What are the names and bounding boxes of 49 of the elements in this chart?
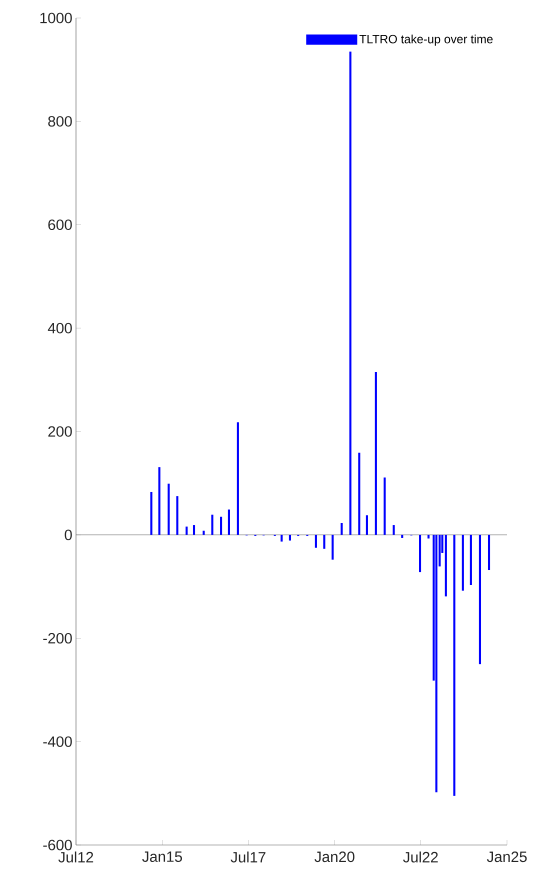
bar xyxy=(374,372,377,535)
y-tick-label: 1000 xyxy=(40,12,72,24)
bar xyxy=(228,510,230,535)
y-tick-label: 0 xyxy=(64,530,72,540)
y-tick-label: -600 xyxy=(43,840,72,850)
bar xyxy=(332,534,334,560)
bar xyxy=(168,484,170,535)
bar xyxy=(366,515,368,535)
bar xyxy=(186,526,188,535)
x-tick-label: Jan15 xyxy=(142,852,182,862)
bar xyxy=(401,534,404,538)
bar xyxy=(462,534,464,591)
bar xyxy=(453,534,456,796)
x-tick-label: Jan20 xyxy=(314,852,354,862)
bar xyxy=(176,496,178,535)
bar xyxy=(488,534,490,570)
bar xyxy=(158,467,160,535)
legend-label: TLTRO take-up over time xyxy=(359,34,493,46)
bar xyxy=(349,52,352,535)
bar xyxy=(384,477,386,535)
bar xyxy=(358,452,360,535)
bar xyxy=(236,422,239,535)
y-tick-label: -400 xyxy=(43,736,72,747)
bar xyxy=(211,514,214,535)
bar xyxy=(392,525,395,535)
bar xyxy=(280,534,283,542)
y-tick-label: 400 xyxy=(48,322,72,334)
x-tick-label: Jan25 xyxy=(486,852,527,862)
bar xyxy=(288,534,292,541)
bar xyxy=(444,534,447,596)
bar xyxy=(323,534,326,549)
bar xyxy=(220,516,222,535)
y-tick-label: 200 xyxy=(48,426,72,437)
bar xyxy=(192,525,196,535)
bar xyxy=(470,534,472,586)
bar xyxy=(478,534,482,664)
bar xyxy=(314,534,317,548)
y-tick-label: 800 xyxy=(48,116,72,127)
y-tick-label: -200 xyxy=(43,632,72,644)
bar xyxy=(202,530,205,535)
bar xyxy=(435,534,438,792)
y-tick-label: 600 xyxy=(48,219,72,230)
bar xyxy=(340,522,343,535)
x-tick-label: Jul12 xyxy=(58,852,94,862)
x-tick-label: Jul17 xyxy=(230,852,266,862)
bar xyxy=(427,534,430,538)
bar xyxy=(418,534,422,572)
x-tick-label: Jul22 xyxy=(403,852,438,862)
bar xyxy=(150,492,152,535)
